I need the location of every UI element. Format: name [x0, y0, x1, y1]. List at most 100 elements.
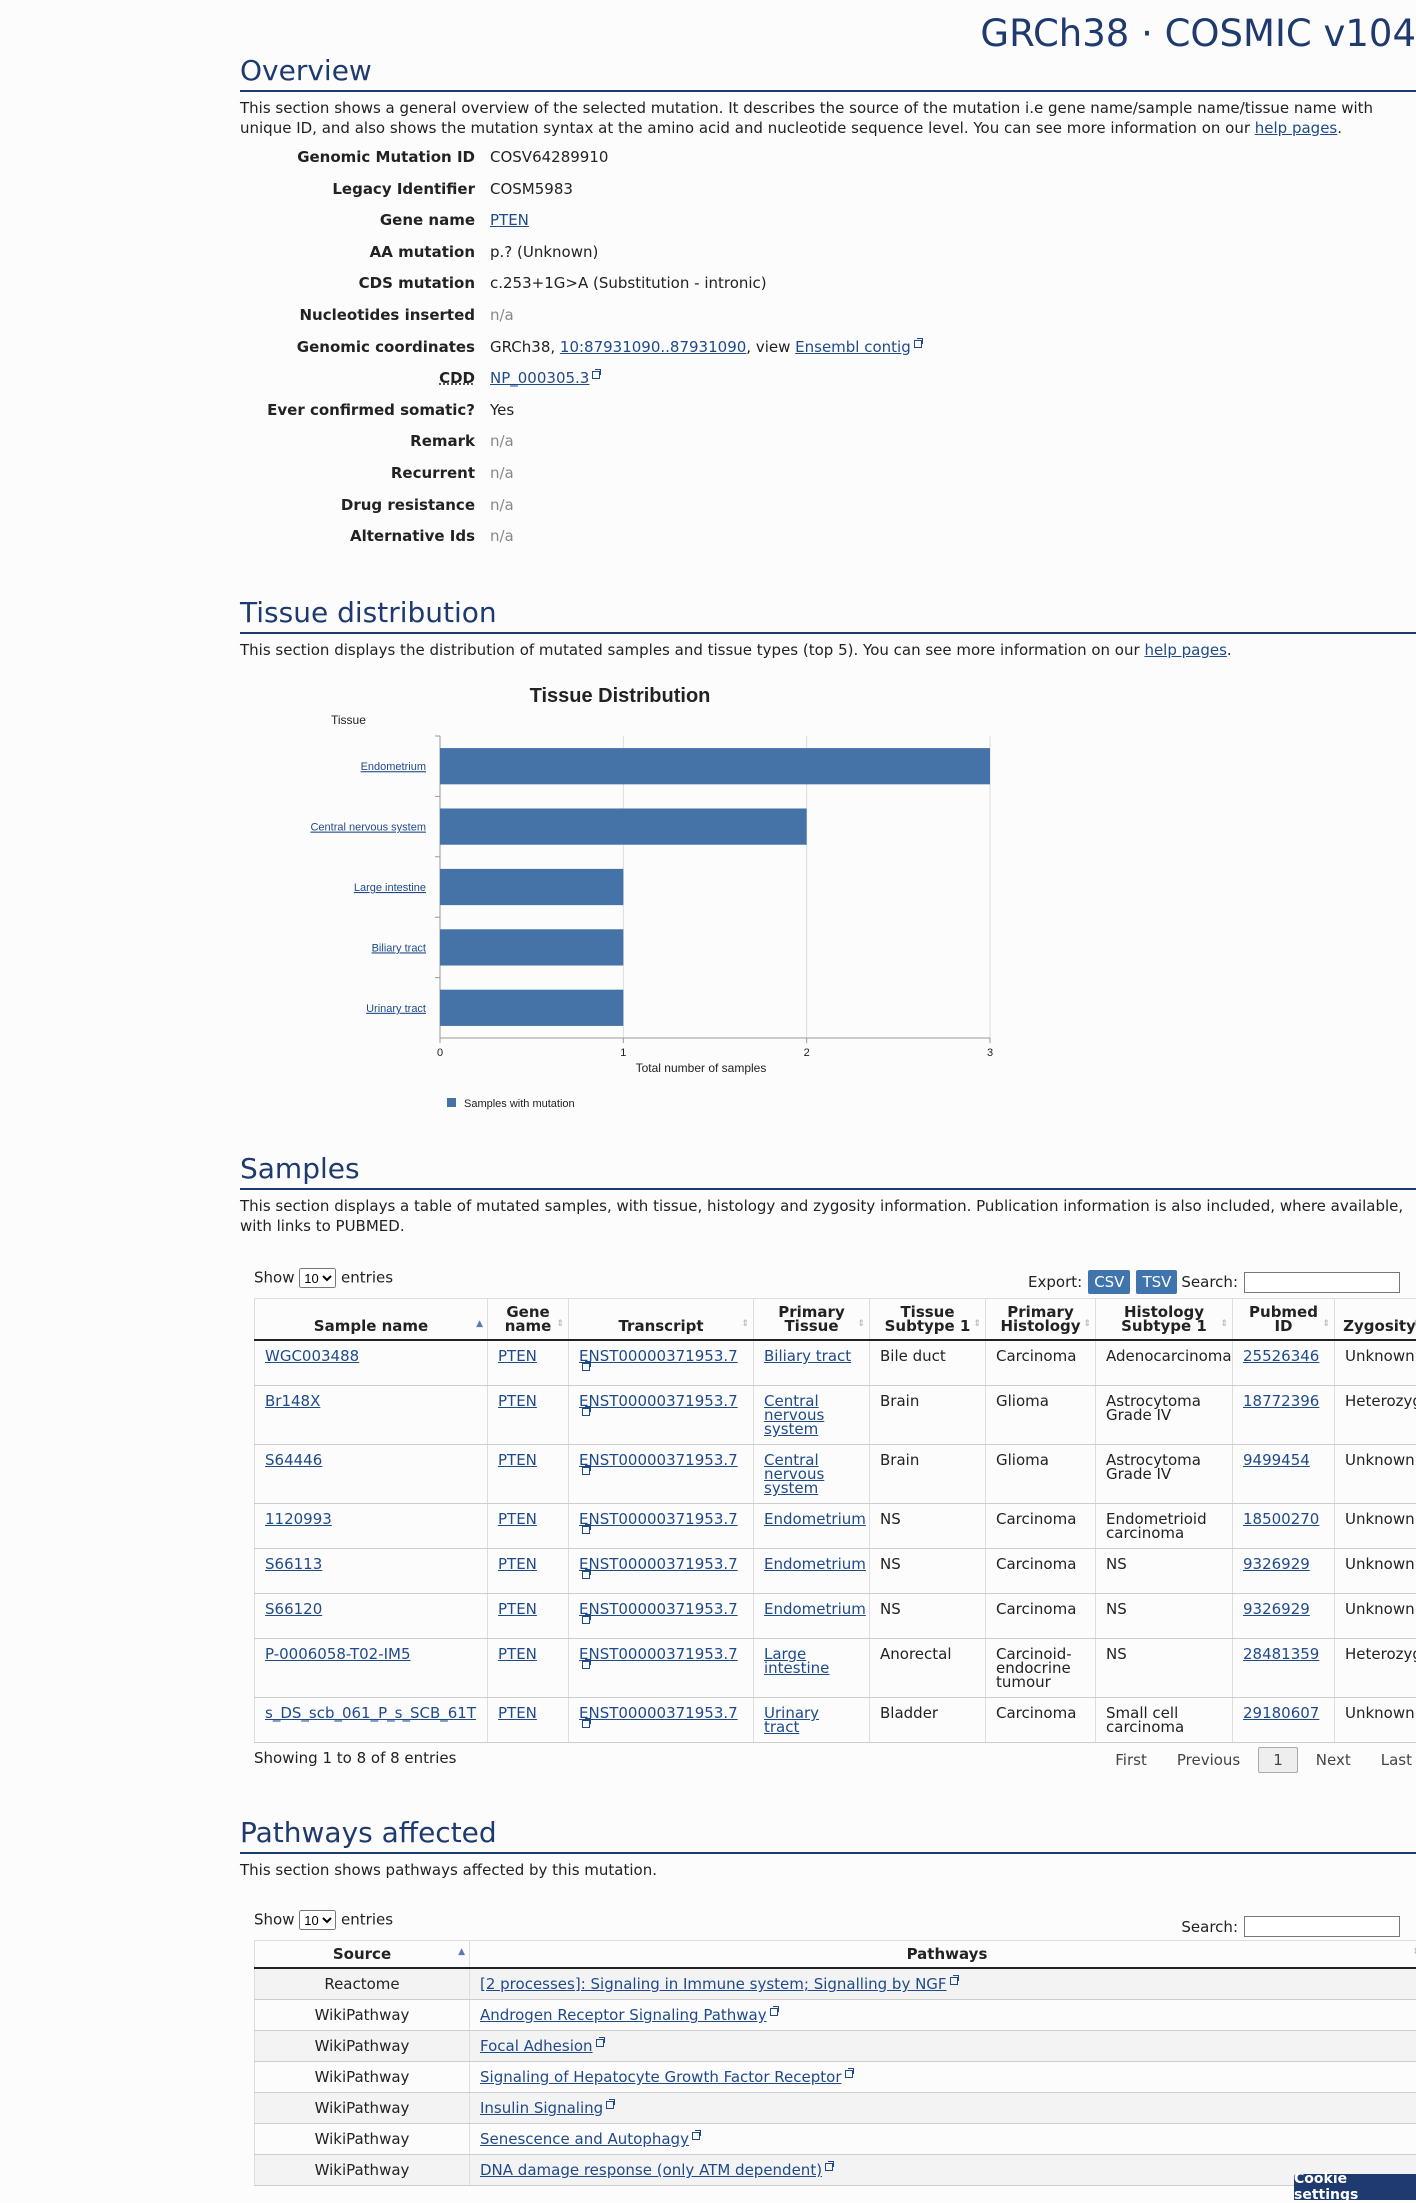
- transcript-link[interactable]: ENST00000371953.7: [579, 1392, 738, 1410]
- gene-link[interactable]: PTEN: [498, 1510, 537, 1528]
- sample-name-link[interactable]: Br148X: [265, 1392, 320, 1410]
- gene-cell: PTEN: [488, 1594, 569, 1639]
- transcript-link[interactable]: ENST00000371953.7: [579, 1555, 738, 1573]
- category-label[interactable]: Large intestine: [354, 882, 426, 894]
- transcript-link[interactable]: ENST00000371953.7: [579, 1510, 738, 1528]
- gene-link[interactable]: PTEN: [498, 1600, 537, 1618]
- transcript-link[interactable]: ENST00000371953.7: [579, 1600, 738, 1618]
- row-legacy-identifier: Legacy Identifier COSM5983: [240, 180, 1416, 212]
- sample-name-link[interactable]: S66120: [265, 1600, 322, 1618]
- sample-name-link[interactable]: s_DS_scb_061_P_s_SCB_61T: [265, 1704, 476, 1722]
- pubmed-link[interactable]: 28481359: [1243, 1645, 1319, 1663]
- primary-tissue-link[interactable]: Biliary tract: [764, 1347, 851, 1365]
- help-pages-link[interactable]: help pages: [1255, 119, 1337, 137]
- sort-icon: ⇕: [973, 1317, 981, 1331]
- pathway-link[interactable]: Senescence and Autophagy: [480, 2130, 689, 2148]
- pubmed-link[interactable]: 9326929: [1243, 1555, 1310, 1573]
- column-header[interactable]: Tissue Subtype 1⇕: [870, 1299, 986, 1341]
- gene-cell: PTEN: [488, 1549, 569, 1594]
- samples-page-length-select[interactable]: 10: [299, 1268, 336, 1288]
- gene-link[interactable]: PTEN: [498, 1645, 537, 1663]
- gene-link[interactable]: PTEN: [498, 1451, 537, 1469]
- column-header[interactable]: Primary Tissue⇕: [754, 1299, 870, 1341]
- sample-name-link[interactable]: S66113: [265, 1555, 322, 1573]
- column-header[interactable]: Pathways⇕: [470, 1941, 1416, 1969]
- histology-subtype-cell: Endometrioid carcinoma: [1096, 1504, 1233, 1549]
- primary-tissue-link[interactable]: Central nervous system: [764, 1392, 824, 1438]
- transcript-cell: ENST00000371953.7: [569, 1340, 754, 1386]
- column-header-label: Histology Subtype 1: [1121, 1303, 1207, 1335]
- ensembl-contig-link[interactable]: Ensembl contig: [795, 338, 911, 356]
- column-header[interactable]: Primary Histology⇕: [986, 1299, 1096, 1341]
- pubmed-cell: 9326929: [1233, 1594, 1335, 1639]
- column-header[interactable]: Source▲: [255, 1941, 470, 1969]
- transcript-link[interactable]: ENST00000371953.7: [579, 1645, 738, 1663]
- pathway-link[interactable]: [2 processes]: Signaling in Immune syste…: [480, 1975, 947, 1993]
- bar-central-nervous-system: [440, 808, 807, 844]
- column-header[interactable]: Histology Subtype 1⇕: [1096, 1299, 1233, 1341]
- gene-name-link[interactable]: PTEN: [490, 211, 529, 229]
- pathway-link[interactable]: Signaling of Hepatocyte Growth Factor Re…: [480, 2068, 842, 2086]
- cookie-settings-button[interactable]: Cookie settings: [1294, 2174, 1416, 2200]
- pathway-source-cell: WikiPathway: [255, 2031, 470, 2062]
- transcript-link[interactable]: ENST00000371953.7: [579, 1347, 738, 1365]
- samples-table: Sample name▲Gene name⇕Transcript⇕Primary…: [254, 1298, 1416, 1743]
- coordinates-link[interactable]: 10:87931090..87931090: [560, 338, 746, 356]
- sample-name-cell: 1120993: [255, 1504, 488, 1549]
- samples-search-input[interactable]: [1244, 1272, 1400, 1293]
- pubmed-link[interactable]: 25526346: [1243, 1347, 1319, 1365]
- pathway-link[interactable]: Focal Adhesion: [480, 2037, 593, 2055]
- pathway-link[interactable]: Androgen Receptor Signaling Pathway: [480, 2006, 767, 2024]
- category-label[interactable]: Central nervous system: [310, 822, 426, 834]
- pubmed-link[interactable]: 9326929: [1243, 1600, 1310, 1618]
- gene-link[interactable]: PTEN: [498, 1347, 537, 1365]
- primary-tissue-link[interactable]: Urinary tract: [764, 1704, 819, 1736]
- external-link-icon: [596, 2039, 604, 2047]
- category-label[interactable]: Biliary tract: [372, 942, 426, 954]
- pathways-search: Search:: [1181, 1916, 1400, 1937]
- primary-tissue-link[interactable]: Large intestine: [764, 1645, 829, 1677]
- pager-last[interactable]: Last: [1369, 1747, 1416, 1773]
- category-label[interactable]: Endometrium: [361, 761, 426, 773]
- sample-name-link[interactable]: P-0006058-T02-IM5: [265, 1645, 411, 1663]
- column-header[interactable]: Gene name⇕: [488, 1299, 569, 1341]
- column-header[interactable]: Transcript⇕: [569, 1299, 754, 1341]
- pubmed-link[interactable]: 18772396: [1243, 1392, 1319, 1410]
- pubmed-link[interactable]: 29180607: [1243, 1704, 1319, 1722]
- pager-previous[interactable]: Previous: [1165, 1747, 1252, 1773]
- pager-current-page[interactable]: 1: [1258, 1747, 1298, 1773]
- pubmed-link[interactable]: 9499454: [1243, 1451, 1310, 1469]
- primary-tissue-link[interactable]: Endometrium: [764, 1555, 866, 1573]
- transcript-link[interactable]: ENST00000371953.7: [579, 1704, 738, 1722]
- transcript-cell: ENST00000371953.7: [569, 1594, 754, 1639]
- tissue-subtype-cell: NS: [870, 1594, 986, 1639]
- transcript-link[interactable]: ENST00000371953.7: [579, 1451, 738, 1469]
- cdd-link[interactable]: NP_000305.3: [490, 369, 589, 387]
- export-csv-button[interactable]: CSV: [1088, 1270, 1130, 1294]
- column-header[interactable]: Zygosity⇕: [1335, 1299, 1416, 1341]
- primary-tissue-link[interactable]: Endometrium: [764, 1600, 866, 1618]
- gene-link[interactable]: PTEN: [498, 1392, 537, 1410]
- sample-name-link[interactable]: WGC003488: [265, 1347, 359, 1365]
- pathways-search-input[interactable]: [1244, 1916, 1400, 1937]
- sort-icon: ⇕: [556, 1317, 564, 1331]
- pubmed-link[interactable]: 18500270: [1243, 1510, 1319, 1528]
- sample-name-link[interactable]: S64446: [265, 1451, 322, 1469]
- primary-histology-cell: Carcinoma: [986, 1340, 1096, 1386]
- primary-tissue-link[interactable]: Endometrium: [764, 1510, 866, 1528]
- category-label[interactable]: Urinary tract: [366, 1003, 426, 1015]
- column-header[interactable]: Pubmed ID⇕: [1233, 1299, 1335, 1341]
- pathway-link[interactable]: Insulin Signaling: [480, 2099, 603, 2117]
- primary-tissue-link[interactable]: Central nervous system: [764, 1451, 824, 1497]
- sample-name-link[interactable]: 1120993: [265, 1510, 332, 1528]
- pager-first[interactable]: First: [1103, 1747, 1159, 1773]
- column-header[interactable]: Sample name▲: [255, 1299, 488, 1341]
- gene-link[interactable]: PTEN: [498, 1555, 537, 1573]
- export-tsv-button[interactable]: TSV: [1136, 1270, 1177, 1294]
- tissue-help-pages-link[interactable]: help pages: [1144, 641, 1226, 659]
- gene-link[interactable]: PTEN: [498, 1704, 537, 1722]
- pathway-link[interactable]: DNA damage response (only ATM dependent): [480, 2161, 822, 2179]
- overview-desc-end: .: [1337, 119, 1342, 137]
- pathways-page-length-select[interactable]: 10: [299, 1910, 336, 1930]
- pager-next[interactable]: Next: [1304, 1747, 1363, 1773]
